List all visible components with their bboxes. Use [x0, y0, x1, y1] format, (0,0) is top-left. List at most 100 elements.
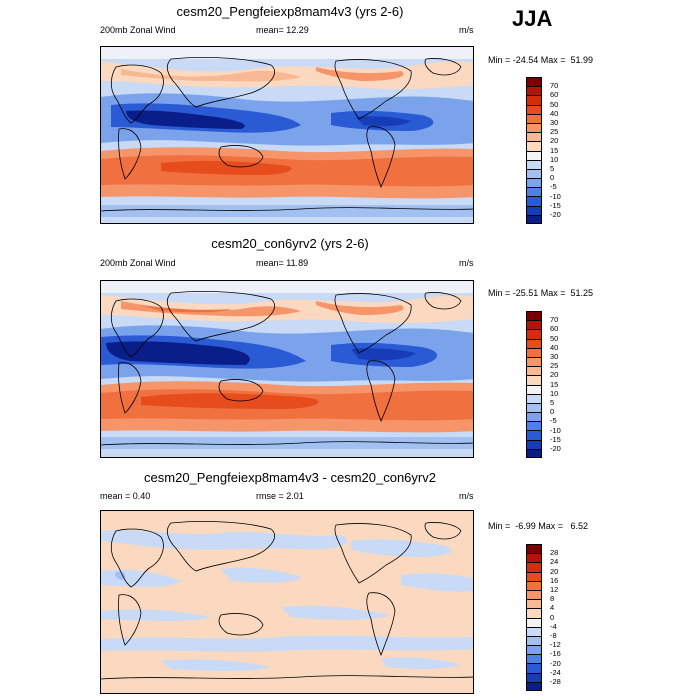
- colorbar-swatch: [526, 132, 542, 142]
- panel-3-map: [100, 510, 474, 694]
- colorbar-swatch: [526, 430, 542, 440]
- panel-1-field-label: 200mb Zonal Wind: [100, 25, 176, 35]
- panel-2-colorbar-swatches: [526, 311, 542, 458]
- colorbar-tick-label: 5: [550, 164, 555, 173]
- colorbar-swatch: [526, 187, 542, 197]
- panel-3-title: cesm20_Pengfeiexp8mam4v3 - cesm20_con6yr…: [144, 470, 436, 485]
- colorbar-tick-label: -16: [550, 649, 561, 659]
- panel-3-mean: mean = 0.40: [100, 491, 151, 501]
- colorbar-swatch: [526, 571, 542, 581]
- colorbar-tick-label: -24: [550, 667, 561, 677]
- colorbar-swatch: [526, 580, 542, 590]
- colorbar-swatch: [526, 681, 542, 691]
- colorbar-tick-label: -10: [550, 191, 561, 201]
- colorbar-tick-label: 25: [550, 127, 559, 137]
- colorbar-tick-label: 20: [550, 370, 559, 380]
- colorbar-tick-label: 70: [550, 81, 559, 91]
- colorbar-swatch: [526, 608, 542, 618]
- colorbar-tick-label: 16: [550, 575, 559, 585]
- panel-3-colorbar-swatches: [526, 544, 542, 691]
- panel-1-units: m/s: [459, 25, 474, 35]
- colorbar-swatch: [526, 205, 542, 215]
- colorbar-tick-label: 20: [550, 566, 559, 576]
- colorbar-swatch: [526, 421, 542, 431]
- colorbar-swatch: [526, 104, 542, 114]
- colorbar-tick-label: 0: [550, 407, 555, 417]
- colorbar-tick-label: 30: [550, 352, 559, 361]
- colorbar-tick-label: 25: [550, 361, 559, 371]
- panel-2-map: [100, 280, 474, 458]
- season-label: JJA: [512, 6, 553, 31]
- colorbar-tick-label: -20: [550, 658, 561, 668]
- colorbar-swatch: [526, 402, 542, 413]
- panel-1-mean: mean= 12.29: [256, 25, 309, 35]
- colorbar-tick-label: 40: [550, 108, 559, 118]
- colorbar-swatch: [526, 654, 542, 664]
- colorbar-swatch: [526, 645, 542, 655]
- colorbar-swatch: [526, 356, 542, 367]
- colorbar-swatch: [526, 626, 542, 636]
- colorbar-swatch: [526, 635, 542, 646]
- colorbar-swatch: [526, 589, 542, 600]
- panel-1-title: cesm20_Pengfeiexp8mam4v3 (yrs 2-6): [176, 4, 404, 19]
- colorbar-tick-label: 12: [550, 585, 559, 594]
- colorbar-tick-label: 15: [550, 379, 559, 389]
- colorbar-tick-label: 28: [550, 548, 559, 558]
- colorbar-tick-label: 30: [550, 118, 559, 127]
- panel-3-units: m/s: [459, 491, 474, 501]
- colorbar-tick-label: -28: [550, 677, 561, 686]
- colorbar-tick-label: 50: [550, 333, 559, 343]
- colorbar-tick-label: 24: [550, 557, 559, 567]
- colorbar-swatch: [526, 393, 542, 403]
- colorbar-swatch: [526, 347, 542, 357]
- colorbar-swatch: [526, 168, 542, 179]
- colorbar-tick-label: 70: [550, 315, 559, 325]
- colorbar-tick-label: -5: [550, 416, 557, 426]
- colorbar-swatch: [526, 375, 542, 385]
- colorbar-tick-label: 10: [550, 154, 559, 164]
- colorbar-tick-label: 60: [550, 324, 559, 334]
- colorbar-swatch: [526, 329, 542, 339]
- colorbar-tick-label: 20: [550, 136, 559, 146]
- colorbar-tick-label: -15: [550, 200, 561, 210]
- colorbar-tick-label: 40: [550, 342, 559, 352]
- colorbar-swatch: [526, 113, 542, 123]
- panel-2-field-label: 200mb Zonal Wind: [100, 258, 176, 268]
- panel-1-map: [100, 46, 474, 224]
- colorbar-tick-label: 8: [550, 594, 555, 604]
- colorbar-swatch: [526, 663, 542, 673]
- colorbar-tick-label: 10: [550, 388, 559, 398]
- colorbar-swatch: [526, 672, 542, 682]
- panel-2-mean: mean= 11.89: [256, 258, 309, 268]
- colorbar-tick-label: 60: [550, 90, 559, 100]
- colorbar-swatch: [526, 196, 542, 206]
- colorbar-swatch: [526, 366, 542, 376]
- colorbar-tick-label: -5: [550, 182, 557, 192]
- colorbar-tick-label: -12: [550, 640, 561, 650]
- colorbar-tick-label: -10: [550, 425, 561, 435]
- colorbar-tick-label: -15: [550, 434, 561, 444]
- colorbar-tick-label: 15: [550, 145, 559, 155]
- colorbar-swatch: [526, 141, 542, 151]
- colorbar-swatch: [526, 384, 542, 394]
- colorbar-swatch: [526, 448, 542, 458]
- colorbar-swatch: [526, 320, 542, 330]
- colorbar-tick-label: 5: [550, 398, 555, 407]
- colorbar-swatch: [526, 77, 542, 87]
- colorbar-swatch: [526, 439, 542, 449]
- colorbar-swatch: [526, 338, 542, 348]
- colorbar-tick-label: -20: [550, 444, 561, 453]
- colorbar-swatch: [526, 617, 542, 627]
- panel-2-units: m/s: [459, 258, 474, 268]
- colorbar-swatch: [526, 178, 542, 188]
- colorbar-swatch: [526, 159, 542, 169]
- panel-2-minmax: Min = -25.51 Max = 51.25: [488, 288, 594, 298]
- colorbar-swatch: [526, 95, 542, 105]
- colorbar-swatch: [526, 412, 542, 422]
- colorbar-swatch: [526, 562, 542, 572]
- colorbar-swatch: [526, 544, 542, 554]
- panel-1-colorbar-swatches: [526, 77, 542, 224]
- colorbar-tick-label: 4: [550, 603, 555, 613]
- panel-3-minmax: Min = -6.99 Max = 6.52: [488, 521, 589, 531]
- colorbar-tick-label: 50: [550, 99, 559, 109]
